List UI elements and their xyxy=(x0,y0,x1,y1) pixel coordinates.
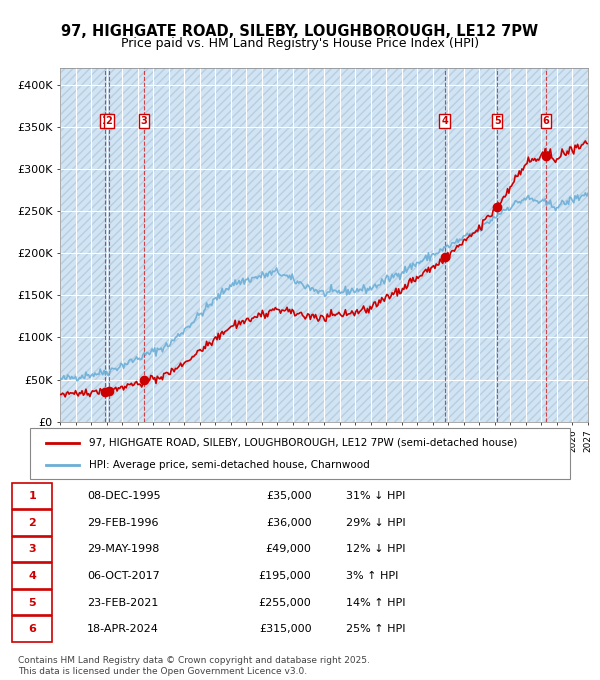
Text: Contains HM Land Registry data © Crown copyright and database right 2025.
This d: Contains HM Land Registry data © Crown c… xyxy=(18,656,370,676)
FancyBboxPatch shape xyxy=(12,537,52,562)
Text: 3: 3 xyxy=(140,116,148,126)
Text: 97, HIGHGATE ROAD, SILEBY, LOUGHBOROUGH, LE12 7PW: 97, HIGHGATE ROAD, SILEBY, LOUGHBOROUGH,… xyxy=(61,24,539,39)
Text: £36,000: £36,000 xyxy=(266,517,311,528)
Text: 1: 1 xyxy=(28,491,36,501)
Text: £195,000: £195,000 xyxy=(259,571,311,581)
Text: 18-APR-2024: 18-APR-2024 xyxy=(87,624,159,634)
Text: 6: 6 xyxy=(28,624,36,634)
Text: 5: 5 xyxy=(28,598,36,608)
Text: 4: 4 xyxy=(441,116,448,126)
Text: 3% ↑ HPI: 3% ↑ HPI xyxy=(346,571,398,581)
FancyBboxPatch shape xyxy=(12,590,52,615)
Text: 4: 4 xyxy=(28,571,36,581)
Text: 6: 6 xyxy=(542,116,550,126)
Text: £35,000: £35,000 xyxy=(266,491,311,501)
FancyBboxPatch shape xyxy=(12,617,52,642)
Text: 31% ↓ HPI: 31% ↓ HPI xyxy=(346,491,406,501)
Text: 06-OCT-2017: 06-OCT-2017 xyxy=(87,571,160,581)
Text: 5: 5 xyxy=(494,116,500,126)
Text: 29-MAY-1998: 29-MAY-1998 xyxy=(87,545,159,554)
Text: 2: 2 xyxy=(106,116,112,126)
Text: 08-DEC-1995: 08-DEC-1995 xyxy=(87,491,161,501)
FancyBboxPatch shape xyxy=(12,510,52,536)
FancyBboxPatch shape xyxy=(30,428,570,479)
Text: 12% ↓ HPI: 12% ↓ HPI xyxy=(346,545,406,554)
Text: 25% ↑ HPI: 25% ↑ HPI xyxy=(346,624,406,634)
Text: £315,000: £315,000 xyxy=(259,624,311,634)
Text: 97, HIGHGATE ROAD, SILEBY, LOUGHBOROUGH, LE12 7PW (semi-detached house): 97, HIGHGATE ROAD, SILEBY, LOUGHBOROUGH,… xyxy=(89,438,518,447)
Text: HPI: Average price, semi-detached house, Charnwood: HPI: Average price, semi-detached house,… xyxy=(89,460,370,470)
Text: 23-FEB-2021: 23-FEB-2021 xyxy=(87,598,158,608)
Text: £255,000: £255,000 xyxy=(259,598,311,608)
Text: 3: 3 xyxy=(28,545,36,554)
Text: 1: 1 xyxy=(102,116,109,126)
Text: 29-FEB-1996: 29-FEB-1996 xyxy=(87,517,158,528)
Text: Price paid vs. HM Land Registry's House Price Index (HPI): Price paid vs. HM Land Registry's House … xyxy=(121,37,479,50)
Text: 2: 2 xyxy=(28,517,36,528)
FancyBboxPatch shape xyxy=(12,483,52,509)
FancyBboxPatch shape xyxy=(12,563,52,589)
Text: 29% ↓ HPI: 29% ↓ HPI xyxy=(346,517,406,528)
Text: 14% ↑ HPI: 14% ↑ HPI xyxy=(346,598,406,608)
Text: £49,000: £49,000 xyxy=(266,545,311,554)
